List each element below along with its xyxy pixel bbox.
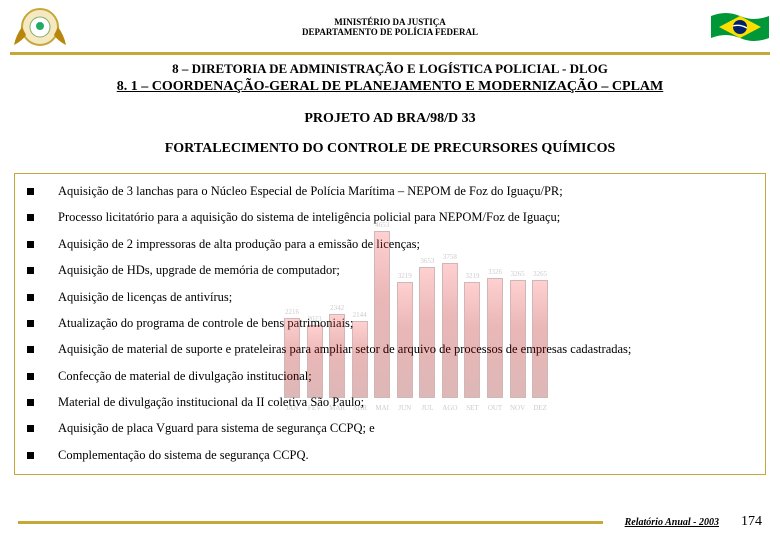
list-item-text: Aquisição de 3 lanchas para o Núcleo Esp… bbox=[58, 184, 563, 198]
square-bullet-icon bbox=[27, 452, 34, 459]
list-item-text: Material de divulgação institucional da … bbox=[58, 395, 364, 409]
list-item: Processo licitatório para a aquisição do… bbox=[27, 210, 753, 224]
list-item: Atualização do programa de controle de b… bbox=[27, 316, 753, 330]
square-bullet-icon bbox=[27, 267, 34, 274]
header-rule bbox=[10, 52, 770, 55]
page-header: MINISTÉRIO DA JUSTIÇA DEPARTAMENTO DE PO… bbox=[0, 0, 780, 52]
list-item: Aquisição de HDs, upgrade de memória de … bbox=[27, 263, 753, 277]
list-item: Material de divulgação institucional da … bbox=[27, 395, 753, 409]
square-bullet-icon bbox=[27, 320, 34, 327]
square-bullet-icon bbox=[27, 188, 34, 195]
list-item-text: Atualização do programa de controle de b… bbox=[58, 316, 353, 330]
list-item: Complementação do sistema de segurança C… bbox=[27, 448, 753, 462]
title-coordenacao: 8. 1 – COORDENAÇÃO-GERAL DE PLANEJAMENTO… bbox=[0, 79, 780, 95]
brazil-flag-icon bbox=[710, 7, 770, 47]
square-bullet-icon bbox=[27, 294, 34, 301]
footer-rule bbox=[18, 521, 603, 524]
title-fortalecimento: FORTALECIMENTO DO CONTROLE DE PRECURSORE… bbox=[0, 141, 780, 157]
content-box: JAN2216FEV2023MAR2342ABR2144MAI4653JUN32… bbox=[14, 173, 766, 475]
list-item-text: Aquisição de licenças de antivírus; bbox=[58, 290, 232, 304]
title-projeto: PROJETO AD BRA/98/D 33 bbox=[0, 111, 780, 127]
list-item: Aquisição de placa Vguard para sistema d… bbox=[27, 421, 753, 435]
list-item: Aquisição de licenças de antivírus; bbox=[27, 290, 753, 304]
department-line: DEPARTAMENTO DE POLÍCIA FEDERAL bbox=[70, 27, 710, 37]
title-diretoria: 8 – DIRETORIA DE ADMINISTRAÇÃO E LOGÍSTI… bbox=[0, 61, 780, 77]
list-item: Aquisição de material de suporte e prate… bbox=[27, 342, 753, 356]
square-bullet-icon bbox=[27, 399, 34, 406]
list-item-text: Complementação do sistema de segurança C… bbox=[58, 448, 309, 462]
square-bullet-icon bbox=[27, 346, 34, 353]
square-bullet-icon bbox=[27, 425, 34, 432]
header-titles: MINISTÉRIO DA JUSTIÇA DEPARTAMENTO DE PO… bbox=[70, 17, 710, 38]
square-bullet-icon bbox=[27, 373, 34, 380]
footer-report-label: Relatório Anual - 2003 bbox=[625, 517, 719, 528]
list-item-text: Aquisição de placa Vguard para sistema d… bbox=[58, 421, 375, 435]
footer-page-number: 174 bbox=[741, 514, 762, 530]
list-item-text: Aquisição de HDs, upgrade de memória de … bbox=[58, 263, 340, 277]
square-bullet-icon bbox=[27, 241, 34, 248]
list-item-text: Aquisição de material de suporte e prate… bbox=[58, 342, 631, 356]
list-item: Confecção de material de divulgação inst… bbox=[27, 369, 753, 383]
list-item-text: Processo licitatório para a aquisição do… bbox=[58, 210, 560, 224]
ministry-line: MINISTÉRIO DA JUSTIÇA bbox=[70, 17, 710, 27]
list-item: Aquisição de 3 lanchas para o Núcleo Esp… bbox=[27, 184, 753, 198]
bullet-list: Aquisição de 3 lanchas para o Núcleo Esp… bbox=[27, 184, 753, 462]
page-footer: Relatório Anual - 2003 174 bbox=[18, 514, 762, 530]
list-item-text: Aquisição de 2 impressoras de alta produ… bbox=[58, 237, 420, 251]
list-item-text: Confecção de material de divulgação inst… bbox=[58, 369, 312, 383]
square-bullet-icon bbox=[27, 214, 34, 221]
list-item: Aquisição de 2 impressoras de alta produ… bbox=[27, 237, 753, 251]
emblem-policia-federal bbox=[10, 4, 70, 50]
